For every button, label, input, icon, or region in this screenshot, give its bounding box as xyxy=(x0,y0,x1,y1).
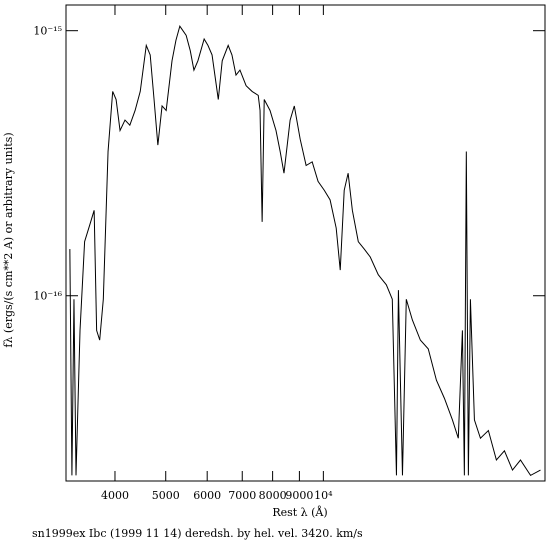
x-tick-label: 7000 xyxy=(228,489,256,502)
x-tick-label: 5000 xyxy=(152,489,180,502)
plot-frame xyxy=(65,4,546,482)
x-tick-label: 10⁴ xyxy=(314,489,333,502)
x-axis-label: Rest λ (Å) xyxy=(272,505,327,519)
y-axis-label: fλ (ergs/(s cm**2 A) or arbitrary units) xyxy=(2,132,15,347)
x-tick-label: 4000 xyxy=(101,489,129,502)
y-tick-label: 10⁻¹⁶ xyxy=(33,290,62,303)
y-tick-label: 10⁻¹⁵ xyxy=(33,25,62,38)
spectrum-line xyxy=(69,24,541,477)
x-tick-label: 9000 xyxy=(285,489,313,502)
x-tick-label: 6000 xyxy=(193,489,221,502)
x-tick-label: 8000 xyxy=(259,489,287,502)
caption: sn1999ex Ibc (1999 11 14) deredsh. by he… xyxy=(32,527,363,540)
